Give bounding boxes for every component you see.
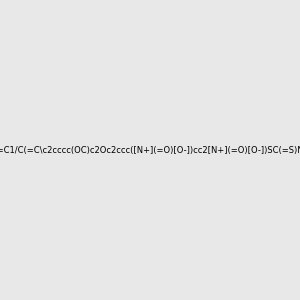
Text: O=C1/C(=C\c2cccc(OC)c2Oc2ccc([N+](=O)[O-])cc2[N+](=O)[O-])SC(=S)N1: O=C1/C(=C\c2cccc(OC)c2Oc2ccc([N+](=O)[O-… — [0, 146, 300, 154]
